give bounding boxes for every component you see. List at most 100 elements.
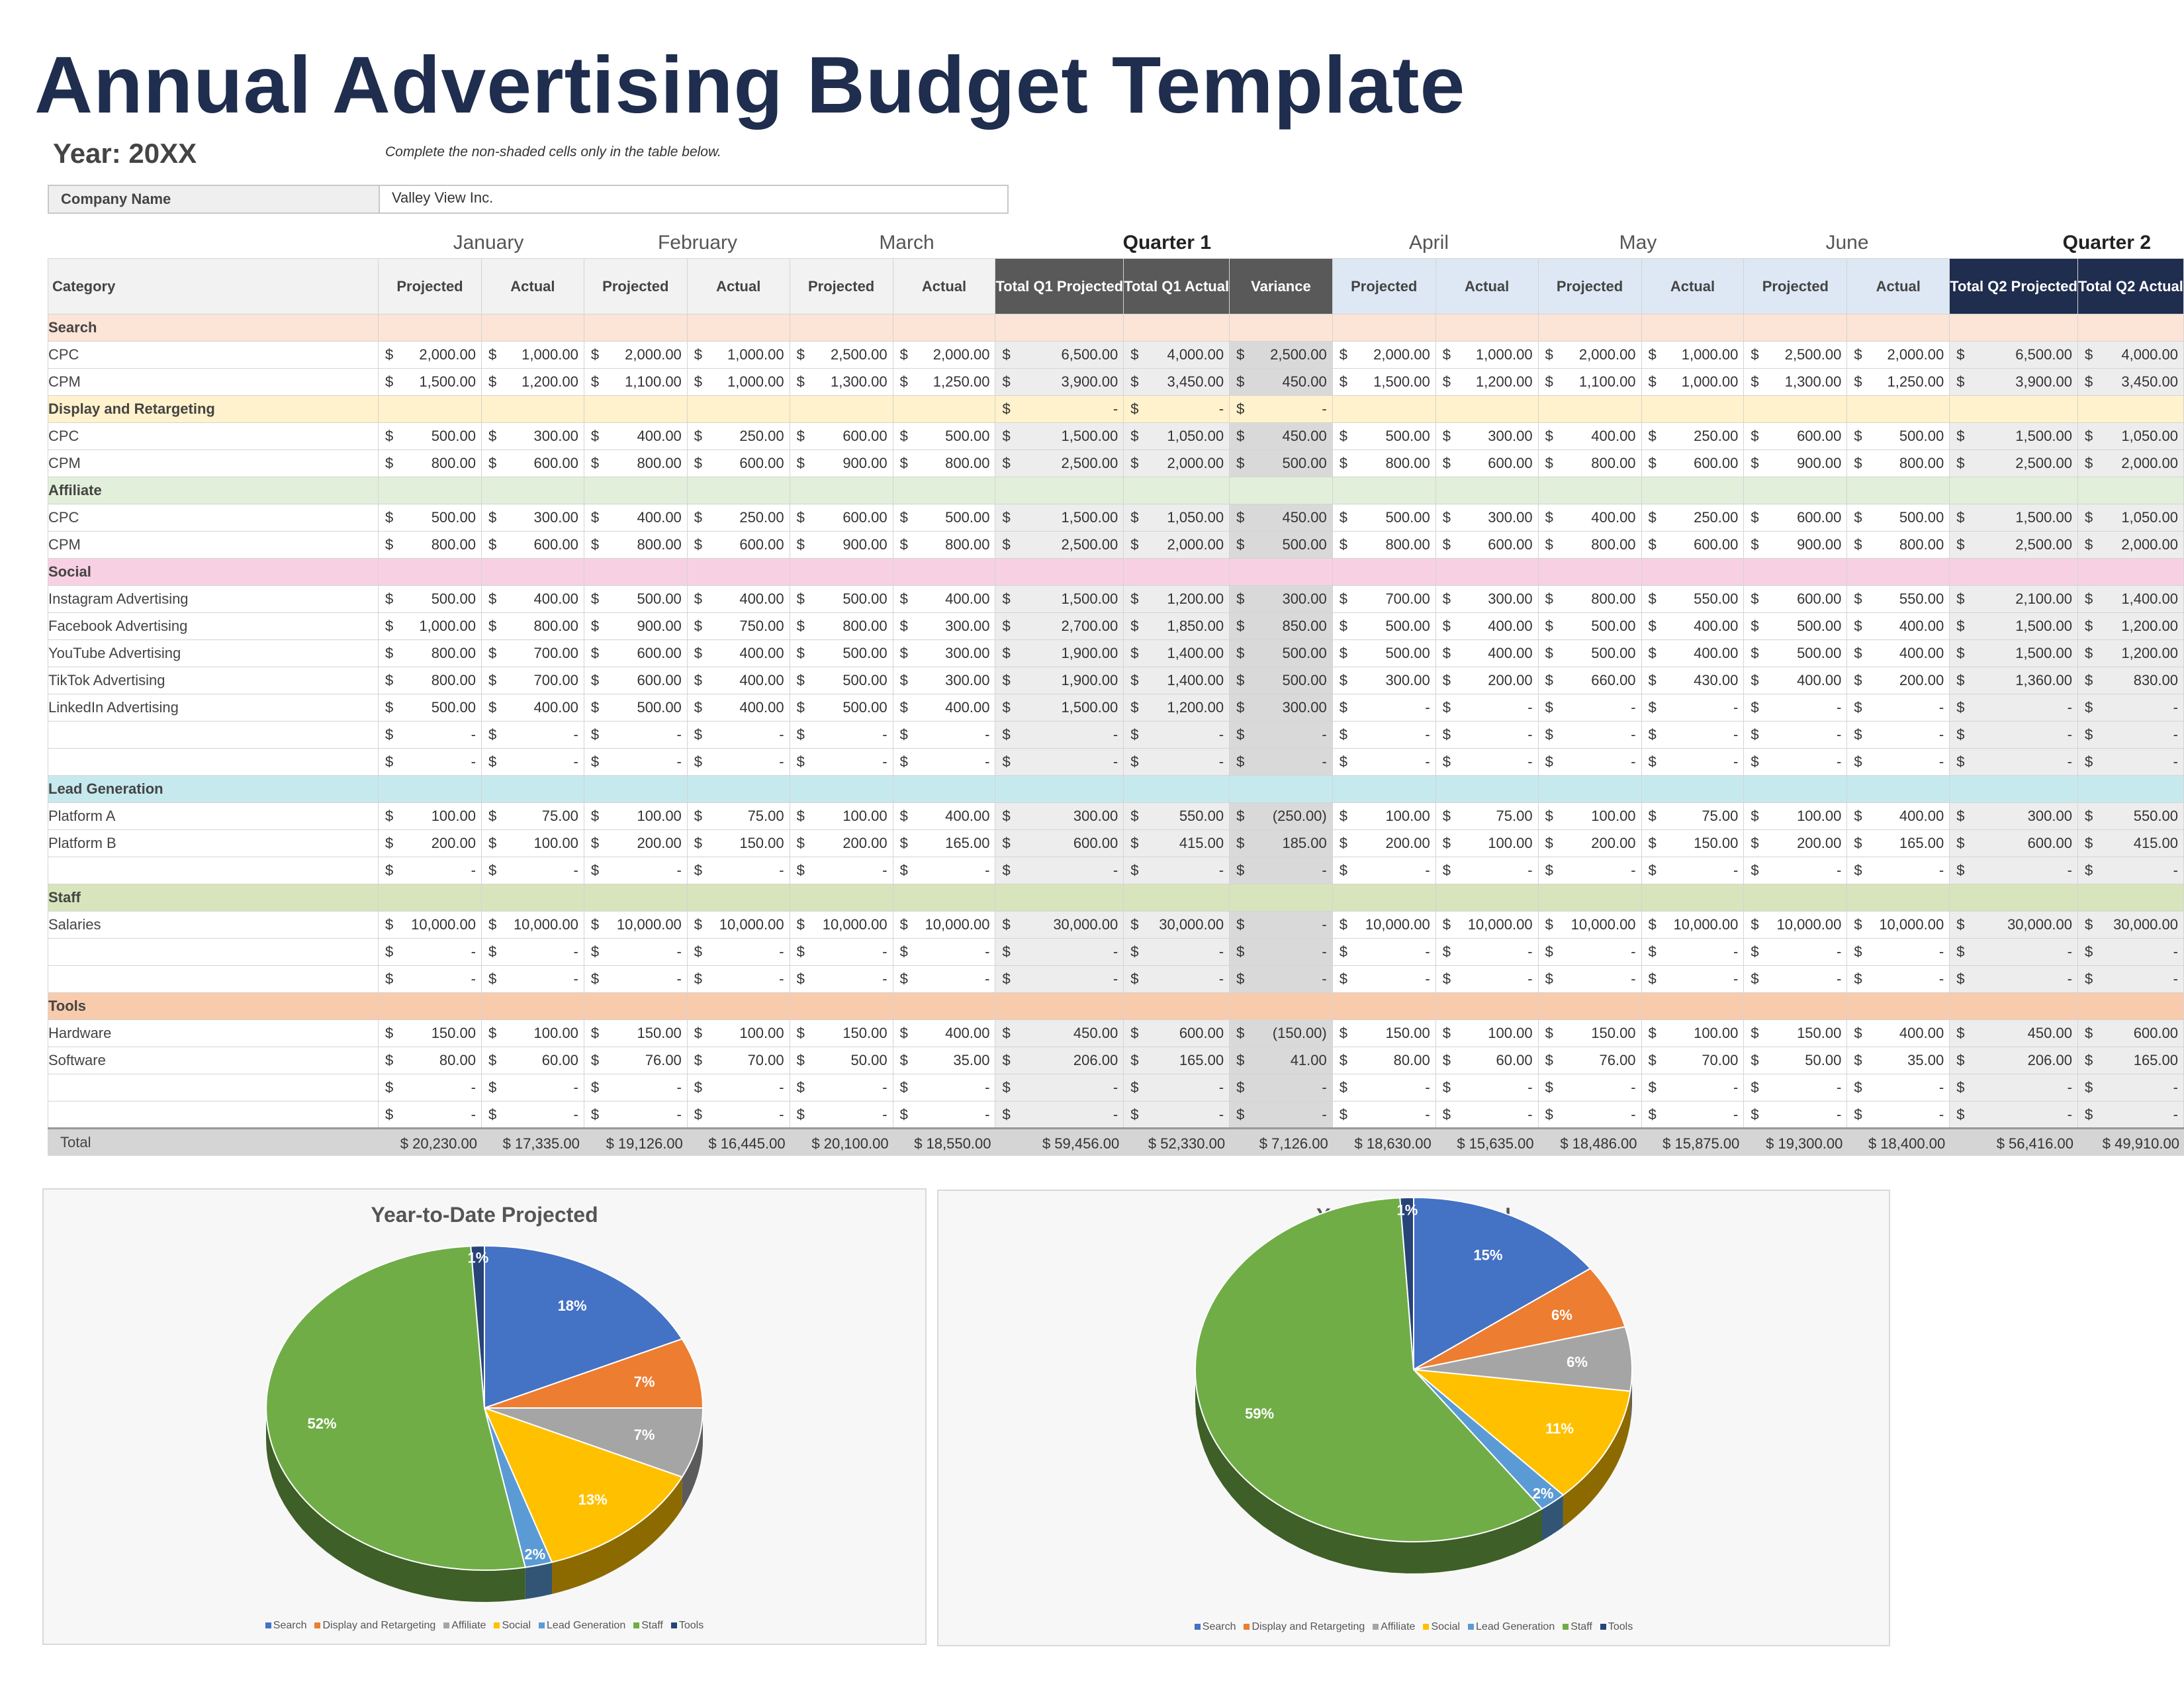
amount-cell[interactable]: $2,000.00 bbox=[378, 341, 482, 369]
amount-cell[interactable]: $800.00 bbox=[583, 531, 688, 559]
amount-cell[interactable]: $600.00 bbox=[686, 449, 790, 477]
amount-cell[interactable]: $ - bbox=[892, 721, 996, 749]
amount-cell[interactable]: $10,000.00 bbox=[1743, 911, 1848, 939]
amount-cell[interactable]: $400.00 bbox=[1641, 639, 1745, 667]
row-label[interactable]: CPM bbox=[48, 531, 379, 559]
amount-cell[interactable]: $ - bbox=[480, 748, 584, 776]
amount-cell[interactable]: $200.00 bbox=[1743, 829, 1848, 857]
amount-cell[interactable]: $1,500.00 bbox=[1332, 368, 1436, 396]
amount-cell[interactable]: $1,250.00 bbox=[892, 368, 996, 396]
amount-cell[interactable]: $ - bbox=[1846, 857, 1950, 884]
amount-cell[interactable]: $150.00 bbox=[686, 829, 790, 857]
amount-cell[interactable]: $10,000.00 bbox=[1641, 911, 1745, 939]
amount-cell[interactable]: $800.00 bbox=[378, 639, 482, 667]
row-label[interactable]: Software bbox=[48, 1047, 379, 1074]
amount-cell[interactable]: $ - bbox=[686, 1074, 790, 1102]
amount-cell[interactable]: $100.00 bbox=[1435, 1019, 1539, 1047]
amount-cell[interactable]: $200.00 bbox=[1435, 667, 1539, 694]
amount-cell[interactable]: $400.00 bbox=[583, 422, 688, 450]
amount-cell[interactable]: $250.00 bbox=[686, 504, 790, 532]
row-label[interactable] bbox=[48, 721, 379, 749]
amount-cell[interactable]: $600.00 bbox=[789, 504, 893, 532]
amount-cell[interactable]: $2,000.00 bbox=[583, 341, 688, 369]
row-label[interactable] bbox=[48, 857, 379, 884]
amount-cell[interactable]: $ - bbox=[1332, 857, 1436, 884]
amount-cell[interactable]: $ - bbox=[583, 1101, 688, 1129]
amount-cell[interactable]: $ - bbox=[583, 965, 688, 993]
amount-cell[interactable]: $2,000.00 bbox=[1846, 341, 1950, 369]
amount-cell[interactable]: $ - bbox=[480, 721, 584, 749]
amount-cell[interactable]: $550.00 bbox=[1846, 585, 1950, 613]
amount-cell[interactable]: $660.00 bbox=[1537, 667, 1642, 694]
amount-cell[interactable]: $75.00 bbox=[1641, 802, 1745, 830]
amount-cell[interactable]: $10,000.00 bbox=[1846, 911, 1950, 939]
row-label[interactable]: Platform A bbox=[48, 802, 379, 830]
amount-cell[interactable]: $ - bbox=[1846, 965, 1950, 993]
amount-cell[interactable]: $600.00 bbox=[583, 639, 688, 667]
amount-cell[interactable]: $1,000.00 bbox=[480, 341, 584, 369]
amount-cell[interactable]: $ - bbox=[789, 857, 893, 884]
amount-cell[interactable]: $ - bbox=[583, 748, 688, 776]
amount-cell[interactable]: $750.00 bbox=[686, 612, 790, 640]
amount-cell[interactable]: $ - bbox=[1743, 1101, 1848, 1129]
amount-cell[interactable]: $400.00 bbox=[1435, 639, 1539, 667]
amount-cell[interactable]: $10,000.00 bbox=[892, 911, 996, 939]
amount-cell[interactable]: $ - bbox=[1846, 1074, 1950, 1102]
amount-cell[interactable]: $ - bbox=[1641, 721, 1745, 749]
amount-cell[interactable]: $50.00 bbox=[789, 1047, 893, 1074]
amount-cell[interactable]: $ - bbox=[1332, 694, 1436, 722]
amount-cell[interactable]: $80.00 bbox=[1332, 1047, 1436, 1074]
amount-cell[interactable]: $70.00 bbox=[1641, 1047, 1745, 1074]
amount-cell[interactable]: $ - bbox=[1641, 1074, 1745, 1102]
amount-cell[interactable]: $500.00 bbox=[378, 504, 482, 532]
amount-cell[interactable]: $700.00 bbox=[1332, 585, 1436, 613]
row-label[interactable]: Instagram Advertising bbox=[48, 585, 379, 613]
amount-cell[interactable]: $70.00 bbox=[686, 1047, 790, 1074]
amount-cell[interactable]: $400.00 bbox=[1537, 504, 1642, 532]
amount-cell[interactable]: $100.00 bbox=[1435, 829, 1539, 857]
amount-cell[interactable]: $50.00 bbox=[1743, 1047, 1848, 1074]
row-label[interactable]: CPM bbox=[48, 368, 379, 396]
row-label[interactable]: YouTube Advertising bbox=[48, 639, 379, 667]
amount-cell[interactable]: $1,100.00 bbox=[583, 368, 688, 396]
amount-cell[interactable]: $10,000.00 bbox=[583, 911, 688, 939]
amount-cell[interactable]: $ - bbox=[892, 1074, 996, 1102]
row-label[interactable] bbox=[48, 938, 379, 966]
amount-cell[interactable]: $ - bbox=[583, 721, 688, 749]
amount-cell[interactable]: $500.00 bbox=[1743, 639, 1848, 667]
amount-cell[interactable]: $500.00 bbox=[892, 422, 996, 450]
amount-cell[interactable]: $165.00 bbox=[892, 829, 996, 857]
amount-cell[interactable]: $500.00 bbox=[1846, 504, 1950, 532]
amount-cell[interactable]: $ - bbox=[686, 748, 790, 776]
amount-cell[interactable]: $ - bbox=[686, 938, 790, 966]
row-label[interactable]: LinkedIn Advertising bbox=[48, 694, 379, 722]
amount-cell[interactable]: $400.00 bbox=[480, 694, 584, 722]
amount-cell[interactable]: $ - bbox=[1846, 1101, 1950, 1129]
amount-cell[interactable]: $500.00 bbox=[1332, 504, 1436, 532]
amount-cell[interactable]: $ - bbox=[378, 938, 482, 966]
amount-cell[interactable]: $100.00 bbox=[378, 802, 482, 830]
amount-cell[interactable]: $10,000.00 bbox=[1332, 911, 1436, 939]
amount-cell[interactable]: $250.00 bbox=[1641, 422, 1745, 450]
amount-cell[interactable]: $500.00 bbox=[1743, 612, 1848, 640]
amount-cell[interactable]: $600.00 bbox=[1641, 449, 1745, 477]
amount-cell[interactable]: $ - bbox=[378, 857, 482, 884]
amount-cell[interactable]: $600.00 bbox=[686, 531, 790, 559]
amount-cell[interactable]: $165.00 bbox=[1846, 829, 1950, 857]
amount-cell[interactable]: $10,000.00 bbox=[789, 911, 893, 939]
amount-cell[interactable]: $500.00 bbox=[378, 694, 482, 722]
amount-cell[interactable]: $800.00 bbox=[480, 612, 584, 640]
amount-cell[interactable]: $ - bbox=[686, 721, 790, 749]
amount-cell[interactable]: $200.00 bbox=[1537, 829, 1642, 857]
amount-cell[interactable]: $600.00 bbox=[1743, 422, 1848, 450]
amount-cell[interactable]: $1,250.00 bbox=[1846, 368, 1950, 396]
amount-cell[interactable]: $ - bbox=[1332, 748, 1436, 776]
amount-cell[interactable]: $800.00 bbox=[378, 531, 482, 559]
amount-cell[interactable]: $600.00 bbox=[583, 667, 688, 694]
amount-cell[interactable]: $35.00 bbox=[1846, 1047, 1950, 1074]
amount-cell[interactable]: $400.00 bbox=[583, 504, 688, 532]
amount-cell[interactable]: $ - bbox=[378, 1074, 482, 1102]
amount-cell[interactable]: $ - bbox=[1743, 748, 1848, 776]
amount-cell[interactable]: $600.00 bbox=[480, 449, 584, 477]
amount-cell[interactable]: $ - bbox=[686, 857, 790, 884]
